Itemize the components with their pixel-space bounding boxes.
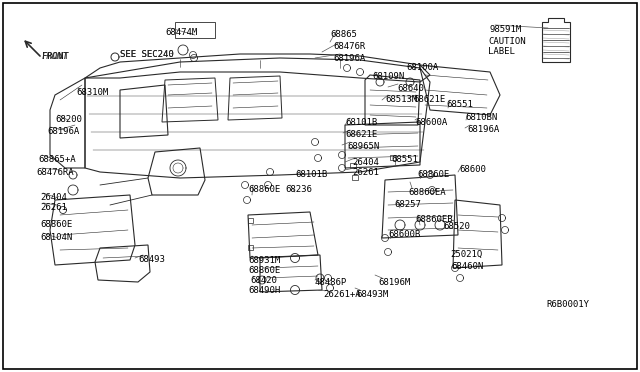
Text: 68640: 68640 [397,84,424,93]
Text: 68513M: 68513M [385,95,417,104]
Text: 68621E: 68621E [413,95,445,104]
Text: 68101B: 68101B [295,170,327,179]
Text: 68860EB: 68860EB [415,215,452,224]
Text: 68420: 68420 [250,276,277,285]
Text: 26261+A: 26261+A [323,290,360,299]
Text: 68865+A: 68865+A [38,155,76,164]
Text: 68101B: 68101B [345,118,377,127]
Text: 68236: 68236 [285,185,312,194]
Text: SEE SEC240: SEE SEC240 [120,50,173,59]
Text: 68860E: 68860E [417,170,449,179]
Text: R6B0001Y: R6B0001Y [546,300,589,309]
Text: FRONT: FRONT [42,52,69,61]
Text: 68196M: 68196M [378,278,410,287]
Text: 48486P: 48486P [315,278,348,287]
Text: 68931M: 68931M [248,256,280,265]
Bar [248,245,253,250]
Text: 68104N: 68104N [40,233,72,242]
Text: 68109N: 68109N [372,72,404,81]
Bar [350,163,356,168]
Text: 68600: 68600 [459,165,486,174]
Text: 68493: 68493 [138,255,165,264]
Bar [352,175,358,180]
Text: 68600A: 68600A [415,118,447,127]
Text: 68860EA: 68860EA [408,188,445,197]
Text: 68474M: 68474M [165,28,197,37]
Text: 68200: 68200 [55,115,82,124]
Text: 68100A: 68100A [406,63,438,72]
Text: LABEL: LABEL [488,47,515,56]
Bar [248,218,253,223]
Text: 6810BN: 6810BN [465,113,497,122]
Text: 68600B: 68600B [388,230,420,239]
Bar [390,155,396,160]
Text: 68860E: 68860E [248,185,280,194]
Text: 26404: 26404 [40,193,67,202]
Text: 68476R: 68476R [333,42,365,51]
Text: 68520: 68520 [443,222,470,231]
Text: 68196A: 68196A [47,127,79,136]
Text: 68860E: 68860E [40,220,72,229]
Text: 26261: 26261 [40,203,67,212]
Text: SEE SEC240: SEE SEC240 [120,50,173,59]
Text: 68493M: 68493M [356,290,388,299]
Text: 68310M: 68310M [76,88,108,97]
Text: 98591M: 98591M [490,25,522,34]
Text: 68551: 68551 [446,100,473,109]
Text: 68196A: 68196A [467,125,499,134]
Text: CAUTION: CAUTION [488,37,525,46]
Text: 68965N: 68965N [347,142,380,151]
Text: 26404: 26404 [352,158,379,167]
Text: 68196A: 68196A [333,54,365,63]
Text: 68460N: 68460N [451,262,483,271]
Text: FRONT: FRONT [42,52,69,61]
Text: 68865: 68865 [330,30,357,39]
Text: 68257: 68257 [394,200,421,209]
Text: 68551: 68551 [391,155,418,164]
Text: 26261: 26261 [352,168,379,177]
Text: 25021Q: 25021Q [450,250,483,259]
Text: 68490H: 68490H [248,286,280,295]
Text: 68476RA: 68476RA [36,168,74,177]
Text: 68621E: 68621E [345,130,377,139]
Text: 68860E: 68860E [248,266,280,275]
